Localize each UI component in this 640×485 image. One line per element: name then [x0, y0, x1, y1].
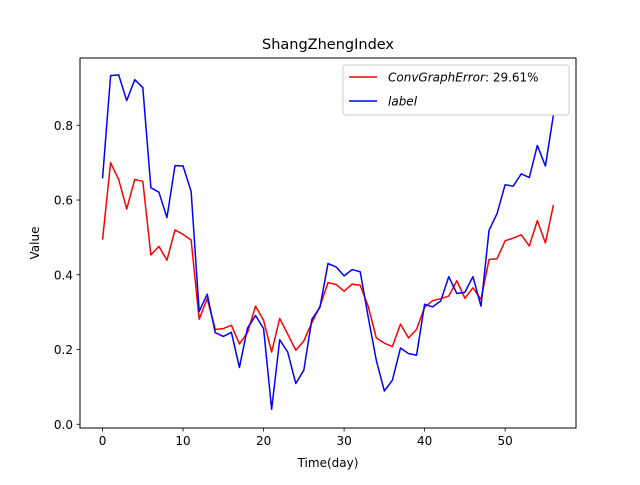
x-tick-label: 30 — [336, 434, 351, 448]
legend: ConvGraphError: 29.61% label — [342, 64, 570, 116]
legend-series-name: ConvGraphError — [388, 71, 486, 85]
legend-label-1: ConvGraphError: 29.61% — [388, 71, 539, 85]
y-axis: 0.0 0.2 0.4 0.6 0.8 — [54, 119, 80, 432]
y-tick-label: 0.8 — [54, 119, 73, 133]
legend-error-value: : 29.61% — [485, 71, 539, 85]
plot-frame — [79, 57, 577, 429]
x-tick-label: 50 — [498, 434, 513, 448]
y-tick-label: 0.4 — [54, 268, 73, 282]
x-axis: 0 10 20 30 40 50 — [99, 428, 513, 448]
legend-box — [342, 64, 570, 116]
x-tick-label: 10 — [175, 434, 190, 448]
x-tick-label: 20 — [256, 434, 271, 448]
chart-title: ShangZhengIndex — [262, 37, 394, 53]
legend-series-name: label — [388, 95, 418, 109]
x-tick-label: 40 — [417, 434, 432, 448]
y-tick-label: 0.2 — [54, 343, 73, 357]
x-tick-label: 0 — [99, 434, 107, 448]
x-axis-label: Time(day) — [297, 456, 359, 470]
series-line-2 — [101, 74, 555, 411]
series-layer — [101, 74, 555, 411]
y-tick-label: 0.0 — [54, 418, 73, 432]
legend-label-2: label — [388, 95, 418, 109]
y-axis-label: Value — [28, 227, 42, 260]
legend-items: ConvGraphError: 29.61% label — [349, 71, 539, 109]
y-tick-label: 0.6 — [54, 194, 73, 208]
